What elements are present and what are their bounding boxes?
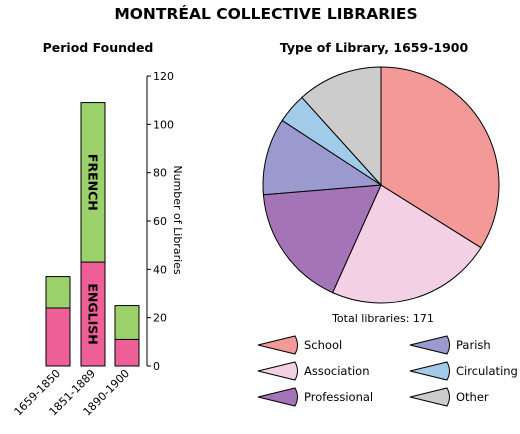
pie-legend: School Association Professional Parish Circu… — [257, 335, 518, 407]
page-title: MONTRÉAL COLLECTIVE LIBRARIES — [114, 4, 417, 23]
bar-y-axis: 0 20 40 60 80 100 120 — [146, 70, 174, 373]
pie-slice-other — [301, 66, 382, 187]
y-tick-label: 80 — [153, 167, 167, 180]
bar-french-1851-1889 — [80, 102, 106, 263]
y-tick-label: 0 — [153, 360, 160, 373]
legend-swatch — [257, 335, 298, 355]
legend-item-association: Association — [257, 361, 369, 381]
bar-english-1851-1889 — [80, 261, 106, 367]
pie-slices — [262, 66, 500, 304]
legend-label: Professional — [304, 390, 373, 404]
legend-swatch — [409, 335, 450, 355]
bar-marks: ENGLISH FRENCH — [45, 102, 140, 367]
legend-label: Circulating — [456, 364, 518, 378]
bar-english-1890-1900 — [114, 338, 140, 367]
bar-french-1659-1850 — [45, 276, 71, 309]
y-tick-label: 100 — [153, 118, 174, 131]
pie-slice-school — [380, 66, 500, 249]
pie-chart-title: Type of Library, 1659-1900 — [280, 40, 469, 55]
series-label-english: ENGLISH — [86, 283, 101, 344]
legend-item-parish: Parish — [409, 335, 491, 355]
legend-swatch — [409, 387, 450, 407]
series-label-french: FRENCH — [86, 154, 101, 211]
bar-chart-title: Period Founded — [43, 40, 154, 55]
pie-slice-parish — [262, 119, 383, 196]
y-tick-label: 120 — [153, 70, 174, 83]
pie-slice-association — [331, 184, 482, 304]
bar-y-axis-label: Number of Libraries — [171, 165, 184, 275]
pie-total-annotation: Total libraries: 171 — [331, 312, 434, 325]
legend-swatch — [257, 387, 298, 407]
legend-item-school: School — [257, 335, 342, 355]
legend-label: Association — [304, 364, 369, 378]
pie-slice-professional — [262, 184, 382, 294]
bar-french-1890-1900 — [114, 305, 140, 340]
legend-label: Parish — [456, 338, 491, 352]
bar-english-1659-1850 — [45, 307, 71, 367]
y-tick-label: 40 — [153, 263, 167, 276]
legend-item-other: Other — [409, 387, 489, 407]
legend-label: School — [304, 338, 342, 352]
legend-label: Other — [456, 390, 489, 404]
legend-item-circulating: Circulating — [409, 361, 518, 381]
y-tick-label: 20 — [153, 312, 167, 325]
legend-item-professional: Professional — [257, 387, 373, 407]
legend-swatch — [409, 361, 450, 381]
y-tick-label: 60 — [153, 215, 167, 228]
legend-swatch — [257, 361, 298, 381]
